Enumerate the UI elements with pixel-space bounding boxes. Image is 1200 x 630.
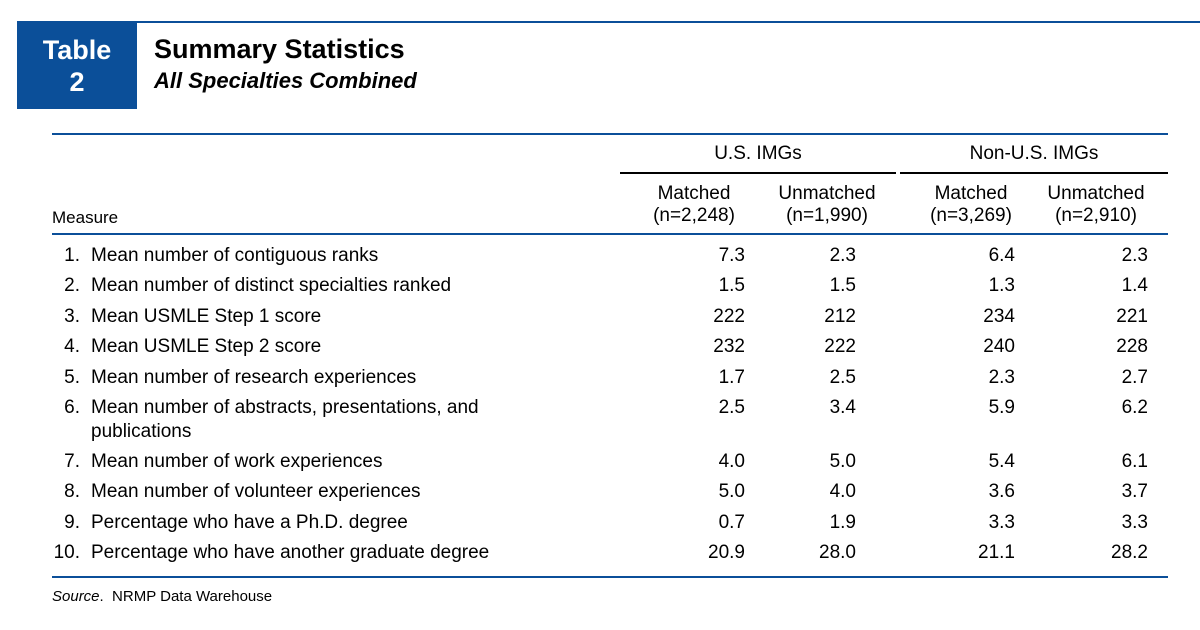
- cell-nonus-unmatched: 6.1: [1121, 451, 1148, 472]
- row-number: 5.: [64, 367, 80, 388]
- header-rule: [137, 21, 1200, 23]
- cell-nonus-unmatched: 2.7: [1121, 367, 1148, 388]
- column-header-line-1: Unmatched: [778, 183, 876, 204]
- cell-us-unmatched: 28.0: [819, 542, 856, 563]
- cell-us-matched: 20.9: [708, 542, 745, 563]
- column-header-line-2: (n=2,910): [1055, 205, 1137, 226]
- row-number: 3.: [64, 306, 80, 327]
- group-header-non-us-imgs: Non-U.S. IMGs: [969, 143, 1099, 164]
- source-label: Source: [52, 588, 100, 605]
- row-label: Mean number of abstracts, presentations,…: [91, 397, 479, 418]
- cell-nonus-unmatched: 3.3: [1121, 512, 1148, 533]
- table-bottom-rule: [52, 576, 1168, 578]
- source-note: Source. NRMP Data Warehouse: [52, 588, 273, 605]
- cell-us-matched: 1.5: [718, 275, 745, 296]
- column-header-line-1: Unmatched: [1047, 183, 1145, 204]
- row-label: Mean number of research experiences: [91, 367, 417, 388]
- cell-us-matched: 5.0: [718, 481, 745, 502]
- row-label: Percentage who have a Ph.D. degree: [91, 512, 408, 533]
- cell-nonus-unmatched: 28.2: [1111, 542, 1148, 563]
- cell-nonus-matched: 3.6: [988, 481, 1015, 502]
- row-label: Mean USMLE Step 2 score: [91, 336, 322, 357]
- row-label: Mean USMLE Step 1 score: [91, 306, 322, 327]
- cell-nonus-matched: 5.9: [988, 397, 1015, 418]
- cell-nonus-unmatched: 6.2: [1121, 397, 1148, 418]
- column-header-line-2: (n=1,990): [786, 205, 868, 226]
- cell-nonus-matched: 2.3: [988, 367, 1015, 388]
- cell-us-unmatched: 4.0: [829, 481, 856, 502]
- column-header: Matched (n=2,248): [630, 183, 758, 227]
- badge-line-1: Table: [42, 35, 112, 65]
- cell-nonus-unmatched: 221: [1116, 306, 1148, 327]
- cell-us-unmatched: 2.3: [829, 245, 856, 266]
- cell-us-unmatched: 1.5: [829, 275, 856, 296]
- cell-nonus-unmatched: 1.4: [1121, 275, 1148, 296]
- row-number: 1.: [64, 245, 80, 266]
- cell-us-unmatched: 212: [824, 306, 856, 327]
- row-number: 8.: [64, 481, 80, 502]
- cell-us-matched: 1.7: [718, 367, 745, 388]
- cell-us-unmatched: 1.9: [829, 512, 856, 533]
- cell-us-unmatched: 2.5: [829, 367, 856, 388]
- column-header-line-1: Matched: [657, 183, 731, 204]
- row-label: Mean number of distinct specialties rank…: [91, 275, 452, 296]
- cell-us-unmatched: 222: [824, 336, 856, 357]
- column-header-line-2: (n=3,269): [930, 205, 1012, 226]
- cell-nonus-unmatched: 2.3: [1121, 245, 1148, 266]
- cell-nonus-unmatched: 228: [1116, 336, 1148, 357]
- header-bottom-rule: [52, 233, 1168, 235]
- row-label: Percentage who have another graduate deg…: [91, 542, 490, 563]
- row-label: Mean number of contiguous ranks: [91, 245, 379, 266]
- row-number: 10.: [53, 542, 80, 563]
- measure-column-header: Measure: [52, 208, 119, 227]
- cell-nonus-matched: 3.3: [988, 512, 1015, 533]
- page-subtitle: All Specialties Combined: [154, 68, 417, 93]
- table-number-badge: Table 2: [17, 21, 137, 109]
- cell-nonus-matched: 240: [983, 336, 1015, 357]
- row-number: 9.: [64, 512, 80, 533]
- column-header-line-1: Matched: [934, 183, 1008, 204]
- table-top-rule: [52, 133, 1168, 135]
- cell-us-matched: 2.5: [718, 397, 745, 418]
- cell-us-matched: 4.0: [718, 451, 745, 472]
- group-header-us-imgs: U.S. IMGs: [714, 143, 802, 164]
- cell-us-unmatched: 5.0: [829, 451, 856, 472]
- cell-nonus-matched: 1.3: [988, 275, 1015, 296]
- row-label: Mean number of volunteer experiences: [91, 481, 421, 502]
- group-rule-us: [620, 172, 896, 174]
- column-header: Matched (n=3,269): [907, 183, 1035, 227]
- column-header: Unmatched (n=1,990): [763, 183, 891, 227]
- column-header: Unmatched (n=2,910): [1032, 183, 1160, 227]
- row-label: Mean number of work experiences: [91, 451, 383, 472]
- cell-us-matched: 222: [713, 306, 745, 327]
- source-text: NRMP Data Warehouse: [112, 588, 273, 605]
- cell-us-unmatched: 3.4: [829, 397, 856, 418]
- column-header-line-2: (n=2,248): [653, 205, 735, 226]
- row-number: 4.: [64, 336, 80, 357]
- cell-us-matched: 0.7: [718, 512, 745, 533]
- cell-us-matched: 232: [713, 336, 745, 357]
- row-number: 6.: [64, 397, 80, 418]
- cell-nonus-matched: 6.4: [988, 245, 1015, 266]
- row-number: 7.: [64, 451, 80, 472]
- cell-nonus-unmatched: 3.7: [1121, 481, 1148, 502]
- group-rule-non-us: [900, 172, 1168, 174]
- badge-line-2: 2: [69, 67, 85, 97]
- cell-nonus-matched: 21.1: [978, 542, 1015, 563]
- row-number: 2.: [64, 275, 80, 296]
- page-title: Summary Statistics: [154, 34, 405, 64]
- row-label-continuation: publications: [91, 421, 192, 442]
- cell-us-matched: 7.3: [718, 245, 745, 266]
- cell-nonus-matched: 234: [983, 306, 1015, 327]
- cell-nonus-matched: 5.4: [988, 451, 1015, 472]
